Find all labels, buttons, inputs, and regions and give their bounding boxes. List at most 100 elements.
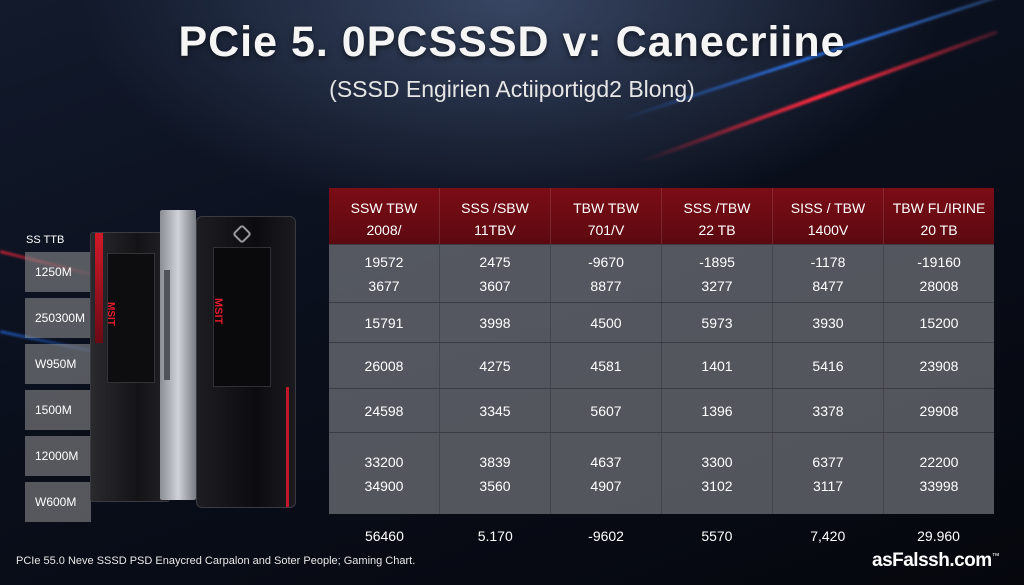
row-label: 12000M — [25, 436, 91, 476]
cell-value: 2475 — [479, 253, 511, 270]
column-header-line1: SISS / TBW — [790, 200, 866, 216]
cell-value: 3560 — [479, 477, 511, 494]
row-label: 1250M — [25, 252, 91, 292]
cell-value: 8877 — [590, 277, 622, 294]
ssd-brand-text: MSIT — [212, 298, 224, 325]
cell-value: 3277 — [701, 277, 733, 294]
row-label: W950M — [25, 344, 91, 384]
ssd-label-panel: MSIT — [105, 253, 155, 383]
trademark-mark: ™ — [991, 551, 1000, 561]
table-cell: 15791 — [329, 303, 439, 342]
cell-value: 1396 — [701, 402, 733, 419]
table-cell: 4275 — [439, 343, 550, 388]
cell-value: 4581 — [590, 357, 622, 374]
column-header: SISS / TBW 1400V — [772, 188, 883, 244]
table-cell: 15200 — [883, 303, 994, 342]
cell-value: 34900 — [364, 477, 404, 494]
cell-value: 15791 — [364, 314, 404, 331]
table-cell: 23908 — [883, 343, 994, 388]
column-header-line1: SSS /TBW — [683, 200, 751, 216]
table-cell: 5973 — [661, 303, 772, 342]
cell-value: 1401 — [701, 357, 733, 374]
table-cell: 3345 — [439, 389, 550, 432]
column-header-line1: TBW FL/IRINE — [892, 200, 986, 216]
cell-value: 29908 — [919, 402, 959, 419]
cell-value: 15200 — [919, 314, 959, 331]
footer-note: PCIe 55.0 Neve SSSD PSD Enaycred Carpalo… — [16, 555, 416, 567]
table-cell: 24598 — [329, 389, 439, 432]
ssd-product-image-right: MSIT — [196, 216, 296, 508]
red-stripe-decoration — [95, 233, 103, 343]
table-cell: 4581 — [550, 343, 661, 388]
cell-value: 28008 — [919, 277, 959, 294]
column-header-line2: 20 TB — [920, 222, 958, 238]
cell-value: 3677 — [368, 277, 400, 294]
cell-value: 3300 — [701, 453, 733, 470]
table-cell: 33200 34900 — [329, 433, 439, 514]
table-header: SSW TBW 2008/SSS /SBW 11TBV TBW TBW 701/V SSS… — [329, 188, 994, 244]
cell-value: -1895 — [699, 253, 735, 270]
cell-value: 6377 — [812, 453, 844, 470]
column-header: SSW TBW 2008/ — [329, 188, 439, 244]
chart-title: PCie 5. 0PCSSSD v: Canecriine — [178, 18, 846, 66]
table-cell: 3378 — [772, 389, 883, 432]
total-value: -9602 — [588, 528, 624, 544]
cell-value: 3102 — [701, 477, 733, 494]
cell-value: 4907 — [590, 477, 622, 494]
cell-value: 4500 — [590, 314, 622, 331]
cell-value: 26008 — [364, 357, 404, 374]
cell-value: 4637 — [590, 453, 622, 470]
cell-value: 3839 — [479, 453, 511, 470]
cell-value: 3378 — [812, 402, 844, 419]
row-label-column: 1250M 250300M W950M 1500M 12000M W600M — [25, 252, 91, 528]
cell-value: 33998 — [919, 477, 959, 494]
column-header-line2: 701/V — [587, 222, 625, 238]
column-header: SSS /TBW 22 TB — [661, 188, 772, 244]
cell-value: 19572 — [364, 253, 404, 270]
column-header: TBW FL/IRINE 20 TB — [883, 188, 994, 244]
table-cell: 3300 3102 — [661, 433, 772, 514]
red-accent-line — [286, 387, 289, 507]
table-cell: 6377 3117 — [772, 433, 883, 514]
chart-subtitle: (SSSD Engirien Actiiportigd2 Blong) — [329, 76, 695, 102]
cell-value: 5416 — [812, 357, 844, 374]
table-row: 33200 34900 3839 3560 4637 4907 3300 3102 6377 31… — [329, 432, 994, 514]
table-row: 26008 4275 4581 1401 5416 23908 — [329, 342, 994, 388]
table-row: 15791 3998 4500 5973 3930 15200 — [329, 302, 994, 342]
cell-value: 33200 — [364, 453, 404, 470]
pcie-bracket-image — [160, 210, 196, 500]
total-value: 29.960 — [917, 528, 960, 544]
table-cell: 4637 4907 — [550, 433, 661, 514]
table-cell: 26008 — [329, 343, 439, 388]
total-value: 5.170 — [477, 528, 513, 544]
column-header-line2: 1400V — [807, 222, 849, 238]
cell-value: 3930 — [812, 314, 844, 331]
table-cell: 29908 — [883, 389, 994, 432]
table-cell: 1396 — [661, 389, 772, 432]
table-cell: 3839 3560 — [439, 433, 550, 514]
row-label: 1500M — [25, 390, 91, 430]
ssd-brand-text: MSIT — [105, 302, 116, 326]
column-header-line1: SSS /SBW — [461, 200, 529, 216]
table-row: 19572 3677 2475 3607 -9670 8877 -1895 3277 -1178… — [329, 244, 994, 302]
brand-watermark: asFalssh.com™ — [872, 550, 1000, 572]
cell-value: 3607 — [479, 277, 511, 294]
cell-value: -9670 — [588, 253, 624, 270]
table-row: 24598 3345 5607 1396 3378 29908 — [329, 388, 994, 432]
total-value: 5570 — [701, 528, 733, 544]
cell-value: 3998 — [479, 314, 511, 331]
brand-text: asFalssh.com — [872, 550, 992, 571]
cell-value: -19160 — [917, 253, 961, 270]
cell-value: 4275 — [479, 357, 511, 374]
ssd-label-panel: MSIT — [212, 247, 271, 387]
cell-value: 23908 — [919, 357, 959, 374]
table-cell: 3930 — [772, 303, 883, 342]
cell-value: 3345 — [479, 402, 511, 419]
table-cell: 19572 3677 — [329, 245, 439, 302]
comparison-table: SSW TBW 2008/SSS /SBW 11TBV TBW TBW 701/V SSS… — [329, 188, 994, 558]
cell-value: 24598 — [364, 402, 404, 419]
table-cell: 2475 3607 — [439, 245, 550, 302]
table-cell: -19160 28008 — [883, 245, 994, 302]
cell-value: -1178 — [810, 253, 846, 270]
row-label: W600M — [25, 482, 91, 522]
